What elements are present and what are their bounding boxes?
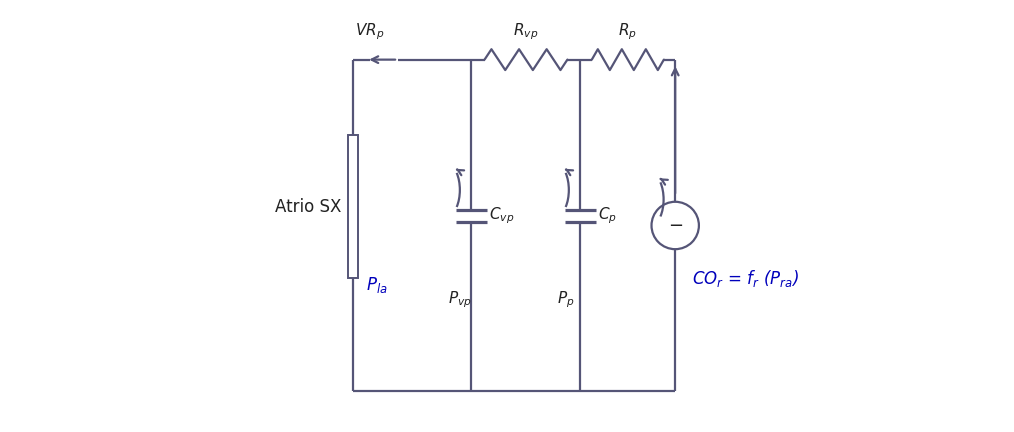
Bar	[348, 136, 358, 278]
Text: P$_{vp}$: P$_{vp}$	[448, 289, 472, 310]
Text: $-$: $-$	[667, 215, 682, 232]
Text: C$_{vp}$: C$_{vp}$	[490, 206, 515, 226]
Text: P$_{la}$: P$_{la}$	[366, 275, 388, 295]
Text: R$_{vp}$: R$_{vp}$	[513, 21, 538, 41]
Text: VR$_p$: VR$_p$	[355, 21, 384, 41]
Text: Atrio SX: Atrio SX	[275, 197, 341, 216]
Text: CO$_r$ = f$_r$ (P$_{ra}$): CO$_r$ = f$_r$ (P$_{ra}$)	[692, 268, 799, 289]
Text: C$_p$: C$_p$	[598, 206, 618, 226]
Text: R$_p$: R$_p$	[619, 21, 638, 41]
Text: P$_p$: P$_p$	[557, 289, 574, 310]
